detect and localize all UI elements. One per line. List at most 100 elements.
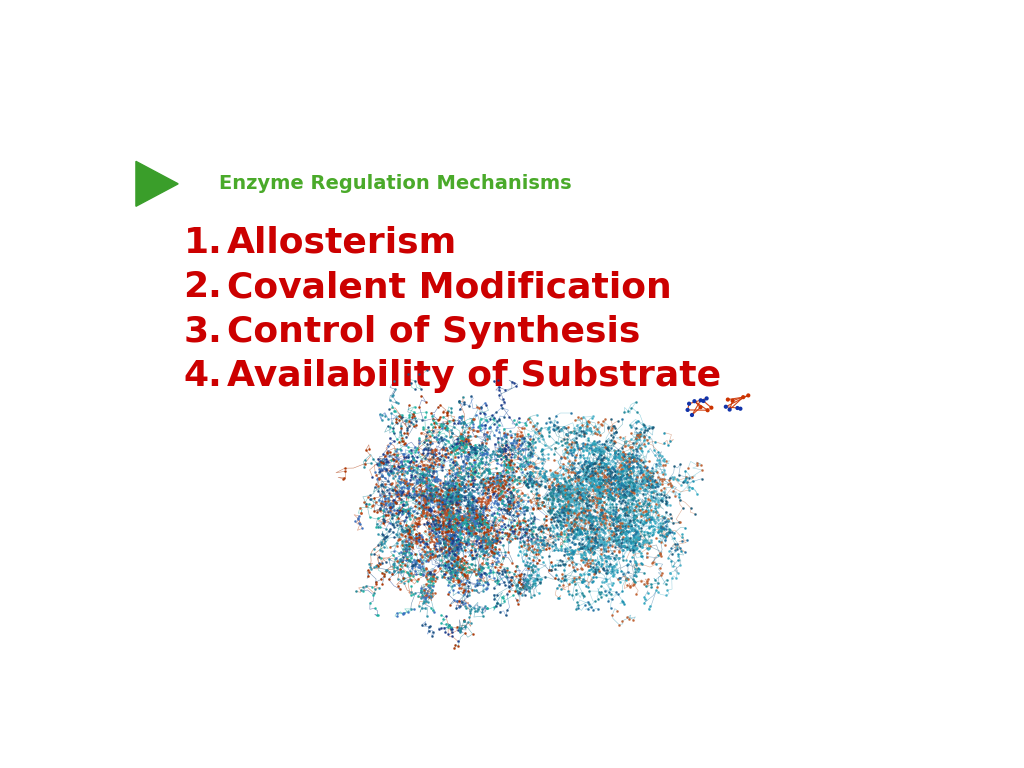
Point <box>626 535 642 548</box>
Point <box>569 467 586 479</box>
Point <box>601 518 617 530</box>
Point <box>429 433 445 445</box>
Point <box>472 519 488 531</box>
Point <box>612 538 629 550</box>
Point <box>560 529 577 541</box>
Point <box>591 476 607 488</box>
Point <box>568 432 585 444</box>
Point <box>436 521 453 533</box>
Point <box>570 525 587 538</box>
Point <box>623 494 639 506</box>
Point <box>589 467 605 479</box>
Point <box>362 562 379 574</box>
Point <box>382 502 398 514</box>
Point <box>400 477 417 489</box>
Point <box>514 531 530 543</box>
Point <box>393 422 410 434</box>
Point <box>623 522 639 535</box>
Point <box>451 395 467 407</box>
Point <box>450 511 466 523</box>
Point <box>637 505 653 517</box>
Point <box>433 491 450 503</box>
Point <box>534 457 550 469</box>
Point <box>428 495 444 507</box>
Point <box>423 509 439 521</box>
Point <box>463 525 479 538</box>
Point <box>413 529 429 541</box>
Point <box>579 416 595 429</box>
Point <box>560 481 577 493</box>
Point <box>627 487 643 499</box>
Point <box>462 438 478 450</box>
Point <box>466 526 482 538</box>
Point <box>383 478 399 491</box>
Point <box>433 510 450 522</box>
Point <box>569 485 586 498</box>
Point <box>492 467 508 479</box>
Point <box>591 588 607 601</box>
Point <box>483 539 500 551</box>
Point <box>472 570 488 582</box>
Point <box>510 598 526 610</box>
Point <box>581 506 597 518</box>
Point <box>428 515 444 527</box>
Point <box>452 539 468 551</box>
Point <box>451 601 467 613</box>
Point <box>377 489 393 502</box>
Point <box>402 377 419 389</box>
Point <box>403 538 420 550</box>
Point <box>663 555 679 568</box>
Point <box>501 498 517 510</box>
Point <box>474 488 490 500</box>
Point <box>513 494 529 506</box>
Point <box>582 458 598 471</box>
Point <box>621 525 637 537</box>
Point <box>472 522 488 535</box>
Point <box>415 501 431 513</box>
Point <box>446 508 463 520</box>
Point <box>443 430 460 442</box>
Point <box>572 488 589 500</box>
Point <box>570 429 587 441</box>
Point <box>681 398 697 410</box>
Point <box>641 496 657 508</box>
Point <box>617 435 634 447</box>
Point <box>525 578 542 590</box>
Point <box>404 408 421 420</box>
Point <box>626 510 642 522</box>
Point <box>378 497 394 509</box>
Point <box>443 468 460 481</box>
Point <box>423 488 439 500</box>
Point <box>435 570 452 582</box>
Point <box>464 501 480 513</box>
Point <box>596 458 612 471</box>
Point <box>496 591 512 604</box>
Point <box>526 535 543 548</box>
Point <box>639 528 655 540</box>
Point <box>557 504 573 516</box>
Point <box>624 452 640 464</box>
Point <box>406 420 422 432</box>
Point <box>611 482 628 494</box>
Point <box>666 560 682 572</box>
Point <box>592 472 608 484</box>
Point <box>600 473 616 485</box>
Point <box>395 481 412 493</box>
Point <box>493 446 509 458</box>
Point <box>640 543 656 555</box>
Point <box>671 474 687 486</box>
Point <box>587 465 603 478</box>
Point <box>559 429 575 442</box>
Point <box>469 564 485 576</box>
Point <box>490 412 507 425</box>
Point <box>621 455 637 467</box>
Point <box>492 476 508 488</box>
Point <box>613 448 630 460</box>
Point <box>392 486 409 498</box>
Point <box>664 479 680 492</box>
Point <box>367 492 383 504</box>
Point <box>373 573 389 585</box>
Point <box>588 528 604 541</box>
Point <box>388 528 404 540</box>
Point <box>598 555 614 568</box>
